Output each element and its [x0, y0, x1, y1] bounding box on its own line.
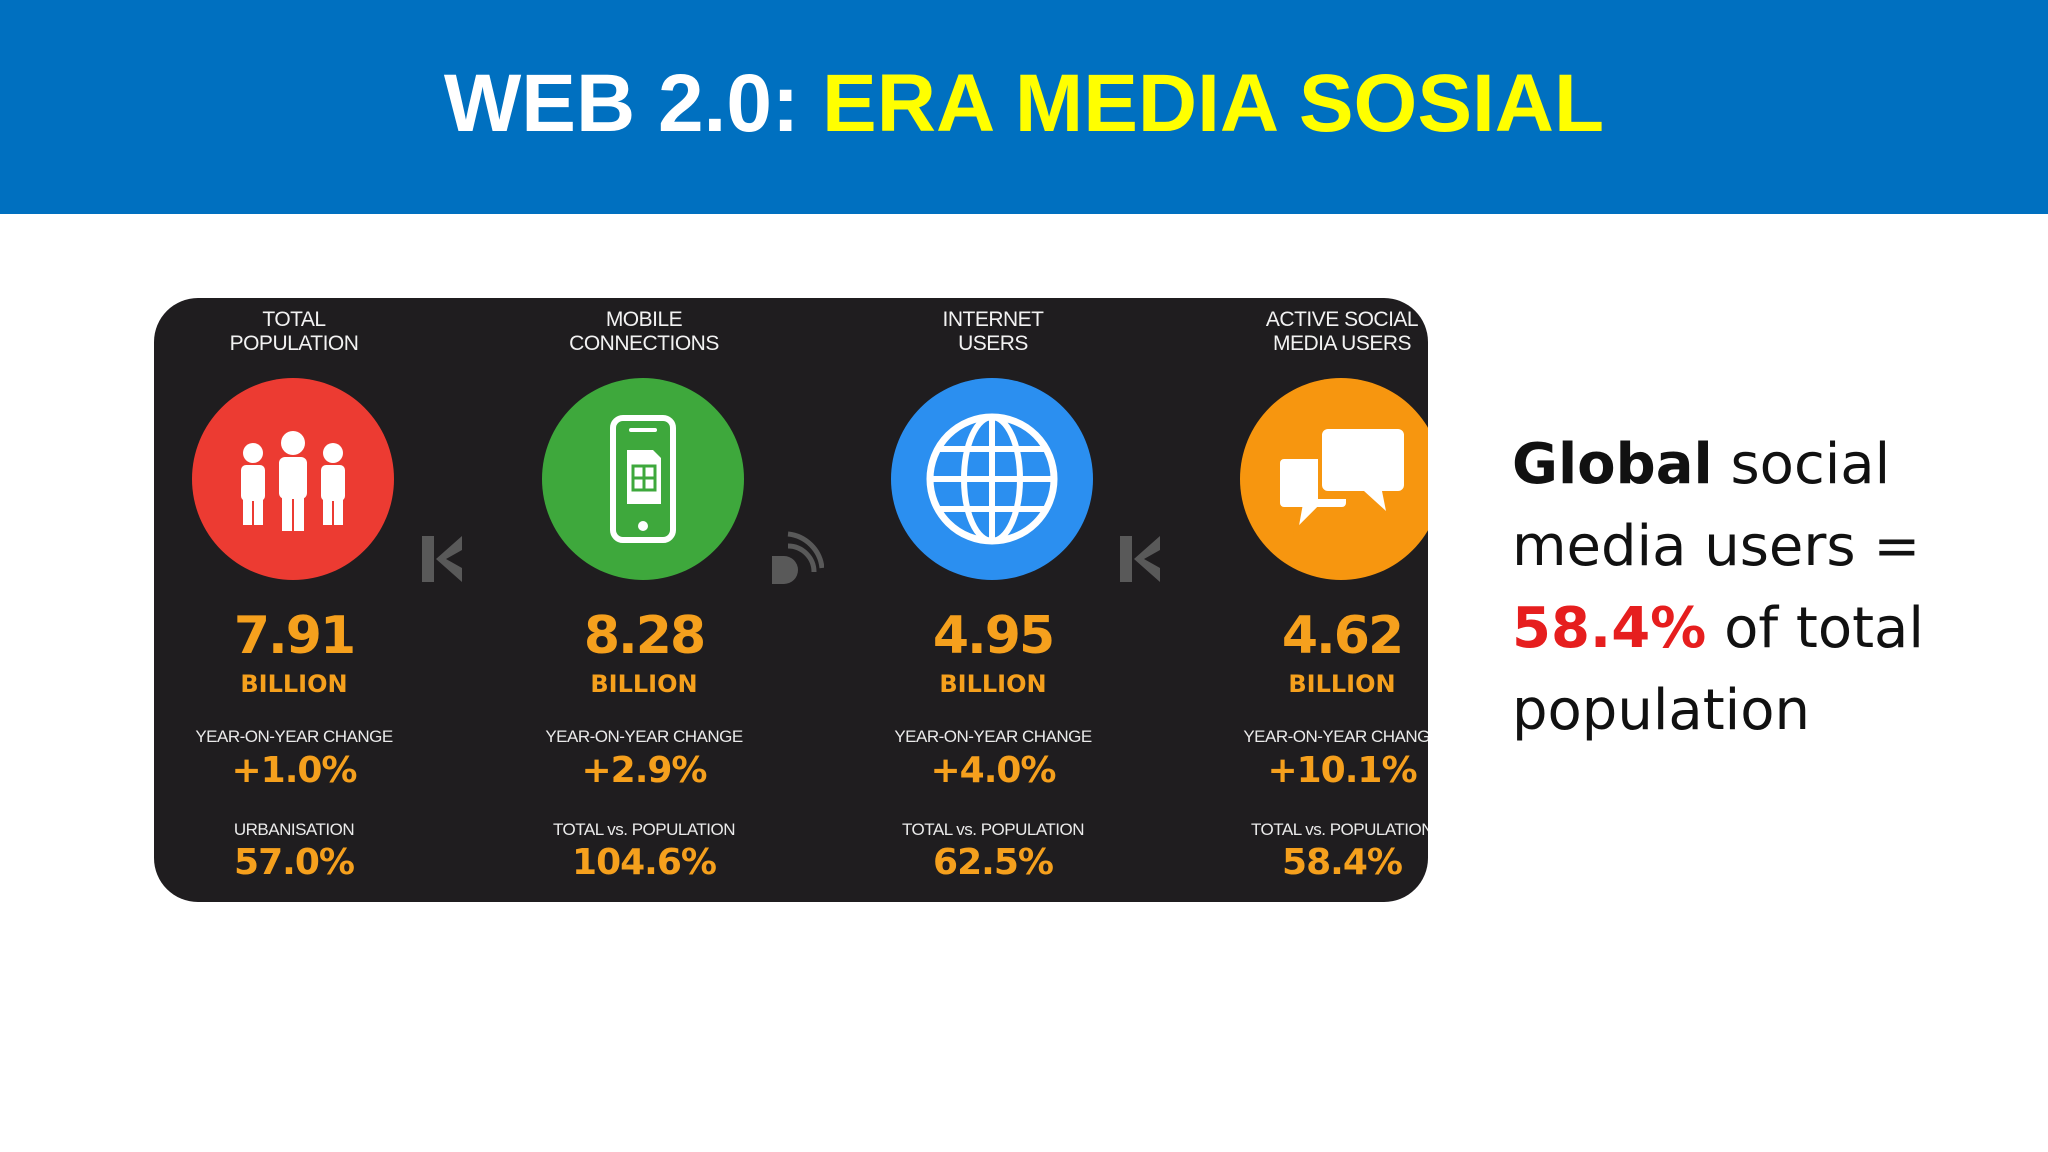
stat-value-secondary: 58.4%: [1282, 842, 1403, 883]
stat-value-yoy: +1.0%: [231, 750, 357, 791]
summary-part2: of total population: [1512, 596, 1924, 743]
stat-value: 4.62: [1281, 606, 1404, 666]
globe-icon: [891, 378, 1093, 580]
kepios-logo-icon: [1120, 536, 1160, 582]
stat-label-secondary: TOTAL vs. POPULATION: [901, 820, 1085, 839]
summary-bold-word: Global: [1512, 432, 1713, 497]
summary-part1: social media users =: [1512, 432, 1921, 579]
stat-value-secondary: 104.6%: [572, 842, 717, 883]
stat-label-secondary: TOTAL vs. POPULATION: [1250, 820, 1428, 839]
stat-unit: BILLION: [590, 670, 698, 698]
stat-heading: MOBILE CONNECTIONS: [569, 308, 719, 355]
title-prefix: WEB 2.0:: [443, 58, 823, 149]
slide-title: WEB 2.0: ERA MEDIA SOSIAL: [444, 57, 1604, 151]
stat-unit: BILLION: [1288, 670, 1396, 698]
people-icon: [192, 378, 394, 580]
title-bar: WEB 2.0: ERA MEDIA SOSIAL: [0, 0, 2048, 214]
stats-infographic: TOTAL POPULATION 7.91 BILLION YEAR-ON-YE…: [154, 298, 1428, 902]
stat-label-yoy: YEAR-ON-YEAR CHANGE: [195, 727, 393, 746]
stat-label-secondary: URBANISATION: [233, 820, 355, 839]
stat-value-yoy: +4.0%: [930, 750, 1056, 791]
stat-value: 7.91: [233, 606, 356, 666]
stat-heading: TOTAL POPULATION: [229, 308, 359, 355]
title-accent: ERA MEDIA SOSIAL: [822, 58, 1605, 149]
stat-label-yoy: YEAR-ON-YEAR CHANGE: [1243, 727, 1428, 746]
stat-label-yoy: YEAR-ON-YEAR CHANGE: [894, 727, 1092, 746]
stat-total-population: TOTAL POPULATION 7.91 BILLION YEAR-ON-YE…: [154, 298, 434, 902]
datareportal-logo-icon: [772, 531, 824, 584]
stat-label-secondary: TOTAL vs. POPULATION: [552, 820, 736, 839]
summary-text: Global social media users = 58.4% of tot…: [1512, 424, 1992, 752]
kepios-logo-icon: [422, 536, 462, 582]
stat-value-secondary: 62.5%: [933, 842, 1054, 883]
stat-unit: BILLION: [240, 670, 348, 698]
chat-bubbles-icon: [1240, 378, 1428, 580]
mobile-phone-icon: [542, 378, 744, 580]
stat-mobile-connections: MOBILE CONNECTIONS 8.28 BILLION YEAR-ON-…: [504, 298, 784, 902]
stat-internet-users: INTERNET USERS 4.95 BILLION YEAR-ON-YEAR…: [853, 298, 1133, 902]
stat-value-secondary: 57.0%: [234, 842, 355, 883]
stat-value: 4.95: [932, 606, 1055, 666]
stat-unit: BILLION: [939, 670, 1047, 698]
stat-heading: ACTIVE SOCIAL MEDIA USERS: [1265, 308, 1419, 355]
stat-heading: INTERNET USERS: [942, 308, 1045, 355]
stat-value: 8.28: [583, 606, 706, 666]
summary-highlight: 58.4%: [1512, 596, 1707, 661]
stat-label-yoy: YEAR-ON-YEAR CHANGE: [545, 727, 743, 746]
stat-value-yoy: +10.1%: [1267, 750, 1417, 791]
stat-social-media-users: ACTIVE SOCIAL MEDIA USERS 4.62 BILLION Y…: [1202, 298, 1428, 902]
stat-value-yoy: +2.9%: [581, 750, 707, 791]
